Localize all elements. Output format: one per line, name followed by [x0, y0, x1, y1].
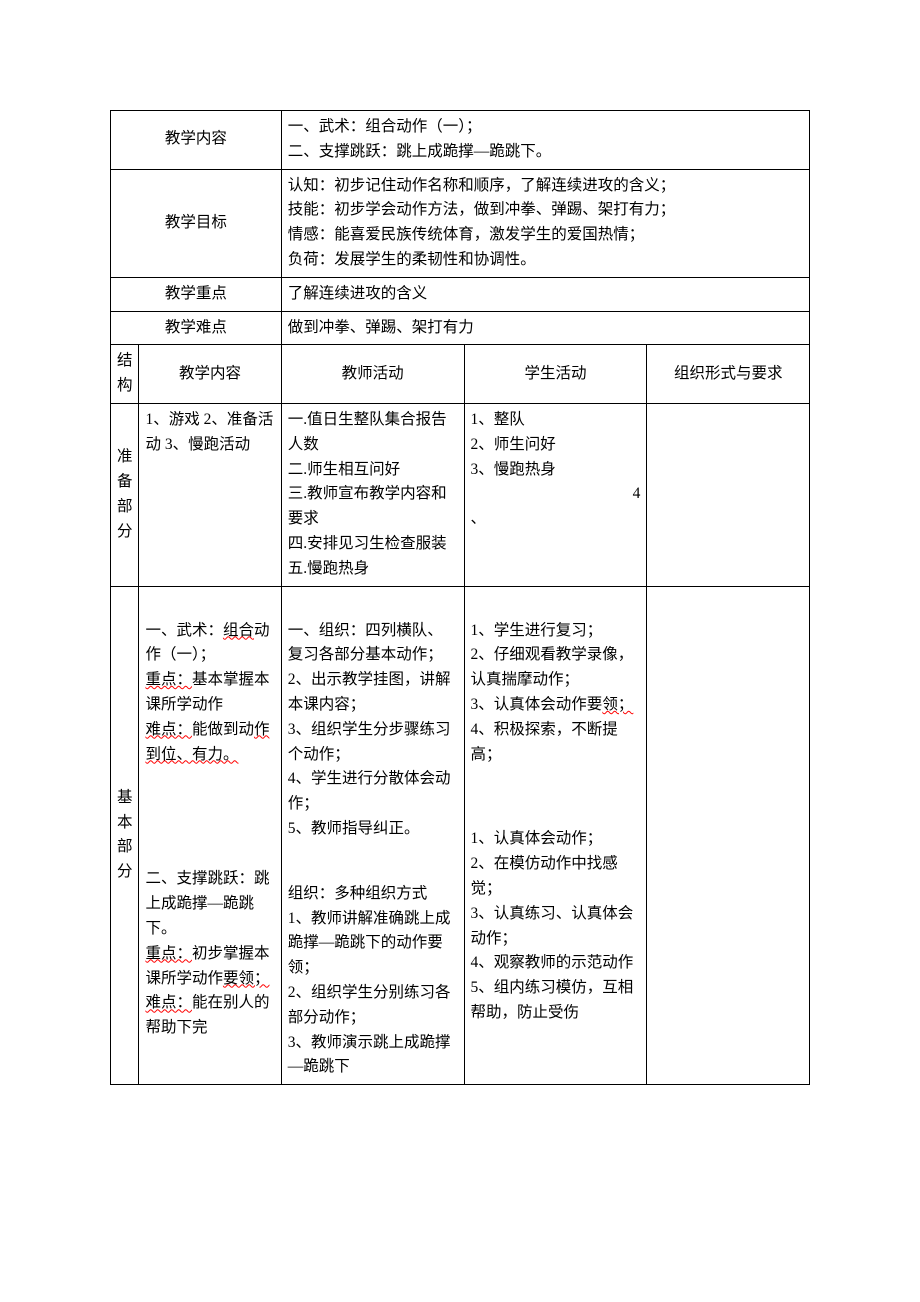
main-c2-title: 二、支撑跳跃：跳上成跪撑—跪跳下。 [145, 867, 274, 941]
prep-teacher: 一.值日生整队集合报告人数 二.师生相互问好 三.教师宣布教学内容和要求 四.安… [281, 403, 464, 586]
row-teaching-key: 教学重点 了解连续进攻的含义 [111, 277, 810, 311]
main-c1-title-a: 一、武术： [145, 622, 223, 639]
col-org: 组织形式与要求 [647, 345, 810, 404]
lesson-plan-table: 教学内容 一、武术：组合动作（一）； 二、支撑跳跃：跳上成跪撑—跪跳下。 教学目… [110, 110, 810, 1085]
main-teacher: 一、组织：四列横队、复习各部分基本动作； 2、出示教学挂图，讲解本课内容； 3、… [281, 586, 464, 1085]
value-teaching-difficulty: 做到冲拳、弹踢、架打有力 [281, 311, 809, 345]
main-student: 1、学生进行复习； 2、仔细观看教学录像，认真揣摩动作； 3、认真体会动作要领；… [464, 586, 647, 1085]
prep-student-tail-mark: 、 [471, 507, 641, 532]
col-student: 学生活动 [464, 345, 647, 404]
label-teaching-difficulty: 教学难点 [111, 311, 282, 345]
col-teacher: 教师活动 [281, 345, 464, 404]
value-teaching-content: 一、武术：组合动作（一）； 二、支撑跳跃：跳上成跪撑—跪跳下。 [281, 111, 809, 170]
row-teaching-goal: 教学目标 认知：初步记住动作名称和顺序，了解连续进攻的含义； 技能：初步学会动作… [111, 169, 810, 277]
main-c2-key-b: 要领； [223, 970, 270, 987]
prep-student: 1、整队 2、师生问好 3、慢跑热身 4 、 [464, 403, 647, 586]
main-content: 一、武术：组合动作（一）； 重点：基本掌握本课所学动作 难点：能做到动作到位、有… [139, 586, 281, 1085]
main-student-part2: 1、认真体会动作； 2、在模仿动作中找感觉； 3、认真练习、认真体会动作； 4、… [471, 827, 641, 1025]
main-c1-key-label: 重点： [145, 671, 192, 688]
value-teaching-goal: 认知：初步记住动作名称和顺序，了解连续进攻的含义； 技能：初步学会动作方法，做到… [281, 169, 809, 277]
label-teaching-key: 教学重点 [111, 277, 282, 311]
section-main-label: 基本部分 [111, 586, 139, 1085]
main-c1-diff-label: 难点： [145, 721, 192, 738]
section-preparation-label: 准备部分 [111, 403, 139, 586]
main-teacher-part1: 一、组织：四列横队、复习各部分基本动作； 2、出示教学挂图，讲解本课内容； 3、… [288, 619, 458, 842]
main-org [647, 586, 810, 1085]
row-teaching-difficulty: 教学难点 做到冲拳、弹踢、架打有力 [111, 311, 810, 345]
row-column-headers: 结构 教学内容 教师活动 学生活动 组织形式与要求 [111, 345, 810, 404]
main-c1-diff-a: 能做到动 [192, 721, 254, 738]
main-c1-title-b: 组合 [223, 622, 254, 639]
row-main: 基本部分 一、武术：组合动作（一）； 重点：基本掌握本课所学动作 难点：能做到动… [111, 586, 810, 1085]
value-teaching-key: 了解连续进攻的含义 [281, 277, 809, 311]
label-teaching-content: 教学内容 [111, 111, 282, 170]
row-teaching-content: 教学内容 一、武术：组合动作（一）； 二、支撑跳跃：跳上成跪撑—跪跳下。 [111, 111, 810, 170]
row-preparation: 准备部分 1、游戏 2、准备活动 3、慢跑活动 一.值日生整队集合报告人数 二.… [111, 403, 810, 586]
main-c2-key-label: 重点： [145, 945, 192, 962]
col-structure: 结构 [111, 345, 139, 404]
prep-student-tail-num: 4 [471, 482, 641, 507]
prep-org [647, 403, 810, 586]
prep-content: 1、游戏 2、准备活动 3、慢跑活动 [139, 403, 281, 586]
col-content: 教学内容 [139, 345, 281, 404]
main-teacher-part2: 组织：多种组织方式 1、教师讲解准确跳上成跪撑—跪跳下的动作要领； 2、组织学生… [288, 882, 458, 1080]
prep-student-lines: 1、整队 2、师生问好 3、慢跑热身 [471, 408, 641, 482]
label-teaching-goal: 教学目标 [111, 169, 282, 277]
main-c2-diff-label: 难点： [145, 994, 192, 1011]
main-student-part1: 1、学生进行复习； 2、仔细观看教学录像，认真揣摩动作； 3、认真体会动作要领；… [471, 619, 641, 768]
